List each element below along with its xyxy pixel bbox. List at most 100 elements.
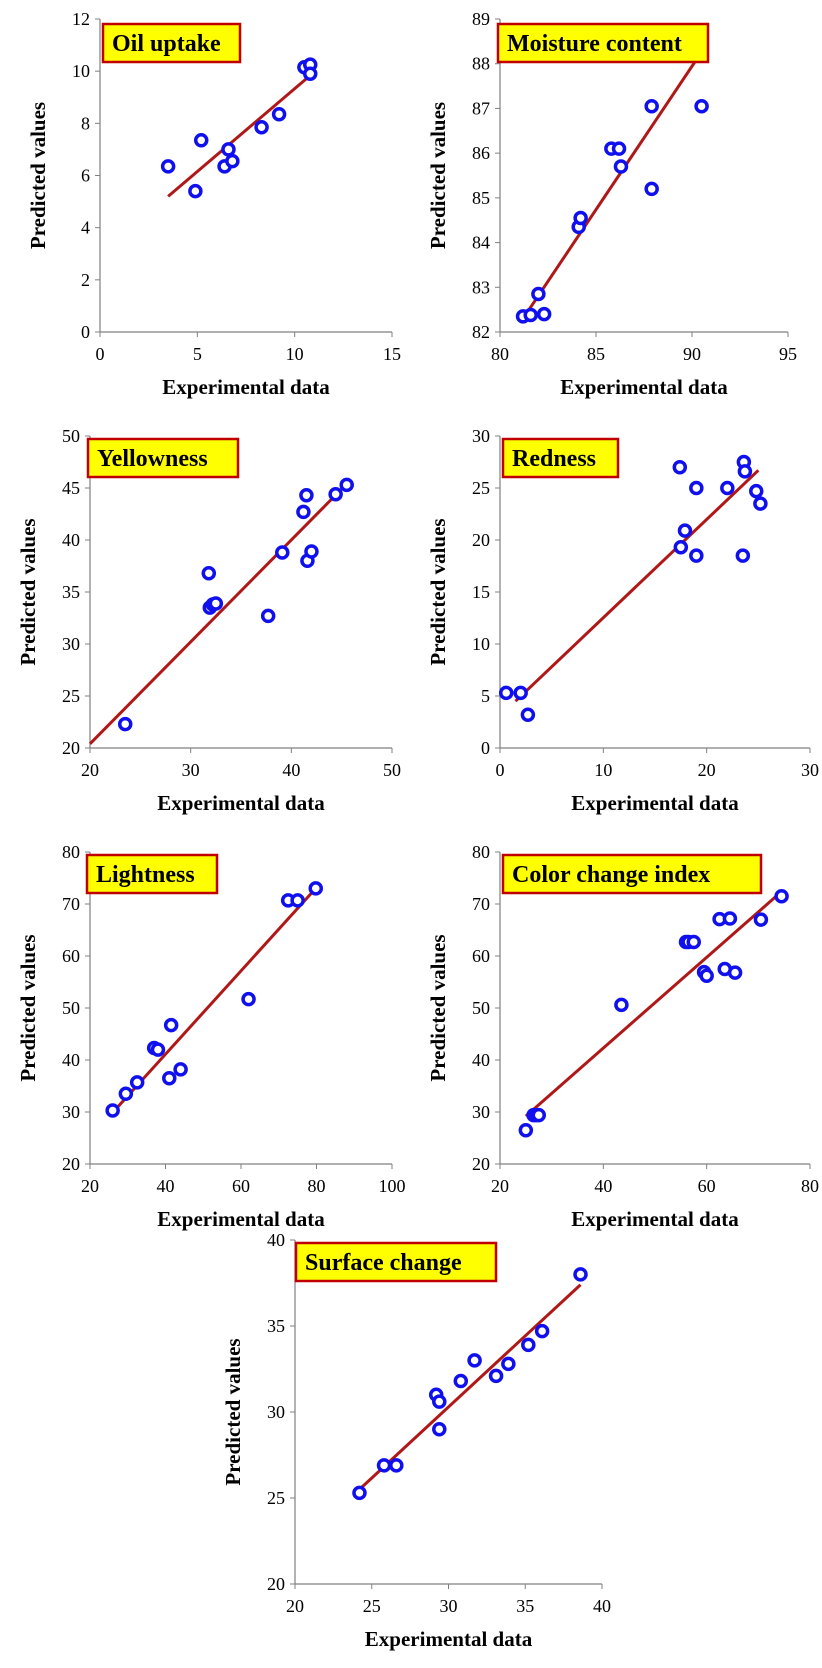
data-point xyxy=(328,486,343,502)
chart-panel-7: 20 25 30 35 40 20 25 30 35 40 Experimental data Pre… xyxy=(221,1230,611,1651)
data-point xyxy=(699,968,714,984)
data-point xyxy=(467,1353,482,1368)
fit-line xyxy=(167,72,314,198)
x-tick-label: 30 xyxy=(801,760,819,780)
data-point xyxy=(150,1042,166,1057)
data-point xyxy=(573,1267,588,1282)
y-tick-label: 60 xyxy=(472,946,490,966)
x-tick-label: 80 xyxy=(308,1176,326,1196)
y-axis-title: Predicted values xyxy=(221,1338,245,1485)
data-point xyxy=(299,488,314,503)
x-tick-label: 30 xyxy=(182,760,200,780)
y-tick-label: 35 xyxy=(267,1316,285,1336)
x-tick-label: 10 xyxy=(286,344,304,364)
data-point xyxy=(129,1075,145,1090)
y-tick-label: 40 xyxy=(62,530,80,550)
data-point xyxy=(432,1421,447,1437)
x-tick-label: 5 xyxy=(193,344,202,364)
x-axis-title: Experimental data xyxy=(365,1627,533,1651)
y-tick-label: 87 xyxy=(472,98,490,118)
data-point xyxy=(727,965,743,980)
y-tick-label: 2 xyxy=(81,270,90,290)
x-tick-label: 40 xyxy=(157,1176,175,1196)
data-point xyxy=(689,480,704,496)
x-axis-title: Experimental data xyxy=(560,375,728,399)
y-axis-title: Predicted values xyxy=(426,934,450,1081)
x-tick-label: 30 xyxy=(440,1596,458,1616)
x-axis-title: Experimental data xyxy=(571,791,739,815)
data-point xyxy=(432,1394,447,1409)
chart-title: Yellowness xyxy=(97,446,208,472)
y-tick-label: 40 xyxy=(267,1230,285,1250)
x-tick-label: 20 xyxy=(81,760,99,780)
y-tick-label: 40 xyxy=(62,1050,80,1070)
y-tick-label: 30 xyxy=(267,1402,285,1422)
data-point xyxy=(105,1103,120,1118)
y-axis-title: Predicted values xyxy=(426,102,450,249)
data-point xyxy=(753,912,769,927)
y-tick-label: 20 xyxy=(472,530,490,550)
data-point xyxy=(296,504,311,520)
x-tick-label: 100 xyxy=(379,1176,406,1196)
x-tick-label: 0 xyxy=(496,760,505,780)
y-tick-label: 86 xyxy=(472,143,490,163)
x-axis-title: Experimental data xyxy=(571,1207,739,1231)
data-point xyxy=(302,66,318,82)
y-tick-label: 15 xyxy=(472,582,490,602)
data-point xyxy=(308,881,323,896)
y-tick-label: 25 xyxy=(472,478,490,498)
x-tick-label: 85 xyxy=(587,344,605,364)
y-tick-label: 45 xyxy=(62,478,80,498)
data-point xyxy=(774,888,789,904)
y-tick-label: 30 xyxy=(472,426,490,446)
y-tick-label: 83 xyxy=(472,277,490,297)
chart-panel-5: 20 40 60 80 100 20 30 40 50 60 70 80 Experimental da… xyxy=(16,842,406,1231)
y-axis-title: Predicted values xyxy=(16,934,40,1081)
data-point xyxy=(208,596,224,611)
data-point xyxy=(376,1458,392,1473)
data-point xyxy=(644,181,659,197)
title-box xyxy=(86,437,240,479)
y-tick-label: 89 xyxy=(472,9,490,29)
y-tick-label: 50 xyxy=(62,426,80,446)
x-tick-label: 10 xyxy=(594,760,612,780)
data-point xyxy=(254,119,269,135)
y-tick-label: 35 xyxy=(62,582,80,602)
x-tick-label: 80 xyxy=(491,344,509,364)
y-tick-label: 20 xyxy=(472,1154,490,1174)
y-tick-label: 8 xyxy=(81,113,90,133)
title-box xyxy=(496,22,710,64)
data-point xyxy=(686,934,701,950)
data-point xyxy=(453,1373,469,1389)
x-tick-label: 40 xyxy=(282,760,300,780)
y-tick-label: 25 xyxy=(62,686,80,706)
title-box xyxy=(294,1241,498,1283)
x-tick-label: 20 xyxy=(81,1176,99,1196)
data-point xyxy=(498,685,514,701)
data-point xyxy=(290,893,305,908)
chart-panel-3: 20 30 40 50 20 25 30 35 40 45 50 Experimental data P… xyxy=(16,426,401,815)
title-box xyxy=(501,437,620,479)
y-tick-label: 20 xyxy=(62,1154,80,1174)
data-point xyxy=(501,1356,516,1372)
y-tick-label: 5 xyxy=(481,686,490,706)
data-point xyxy=(531,286,546,302)
chart-title: Redness xyxy=(512,446,596,472)
chart-panel-1: 0 5 10 15 0 2 4 6 8 10 12 Experimental data Predicte… xyxy=(26,9,401,399)
data-point xyxy=(737,464,753,479)
x-tick-label: 90 xyxy=(683,344,701,364)
x-tick-label: 60 xyxy=(232,1176,250,1196)
x-tick-label: 20 xyxy=(698,760,716,780)
y-tick-label: 60 xyxy=(62,946,80,966)
x-axis-title: Experimental data xyxy=(162,375,330,399)
y-tick-label: 70 xyxy=(472,894,490,914)
chart-panel-2: 80 85 90 95 82 83 84 85 86 87 88 89 Experimental dat… xyxy=(426,9,797,399)
y-tick-label: 10 xyxy=(472,634,490,654)
x-tick-label: 95 xyxy=(779,344,797,364)
data-point xyxy=(611,141,627,156)
y-tick-label: 70 xyxy=(62,894,80,914)
y-tick-label: 40 xyxy=(472,1050,490,1070)
fit-line xyxy=(524,890,783,1118)
data-point xyxy=(523,307,538,323)
data-point xyxy=(304,544,319,559)
